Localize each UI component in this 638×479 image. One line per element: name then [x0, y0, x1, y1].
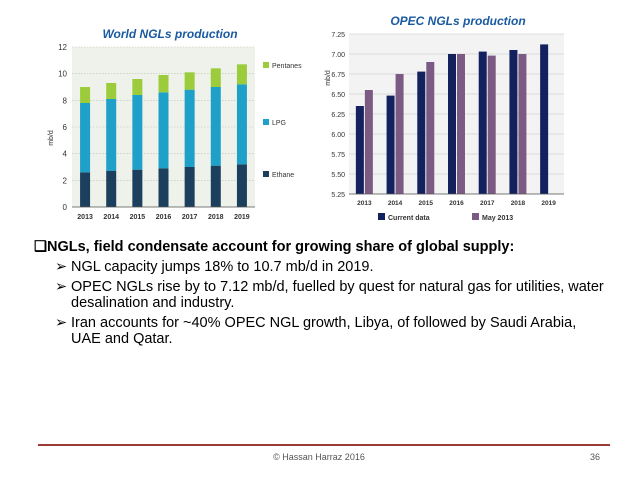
- y-tick-label: 5.75: [331, 152, 345, 159]
- y-tick-label: 2: [63, 176, 68, 185]
- bar-ethane-2016: [158, 168, 169, 207]
- x-tick-label: 2017: [480, 200, 495, 207]
- x-tick-label: 2016: [156, 214, 172, 221]
- footer-divider: [38, 444, 610, 446]
- y-tick-label: 7.00: [331, 52, 345, 59]
- world-chart-title: World NGLs production: [102, 27, 237, 41]
- legend-swatch-lpg: [263, 119, 269, 125]
- x-tick-label: 2018: [511, 200, 526, 207]
- bar-may2013-2017: [487, 55, 496, 194]
- bar-may2013-2014: [395, 74, 404, 194]
- bar-current-2013: [355, 106, 364, 194]
- main-bullet-text: NGLs, field condensate account for growi…: [47, 239, 515, 255]
- y-tick-label: 10: [58, 70, 67, 79]
- page-number: 36: [590, 452, 601, 462]
- legend-swatch-current: [378, 213, 385, 220]
- x-tick-label: 2015: [130, 214, 146, 221]
- y-tick-label: 6.75: [331, 72, 345, 79]
- bar-pentanes-2019: [236, 64, 247, 85]
- x-tick-label: 2019: [234, 214, 250, 221]
- bar-ethane-2019: [236, 164, 247, 207]
- world-chart-ylabel: mb/d: [48, 130, 55, 146]
- x-tick-label: 2018: [208, 214, 224, 221]
- y-tick-label: 6.00: [331, 132, 345, 139]
- bar-current-2015: [417, 71, 426, 194]
- bar-pentanes-2013: [80, 87, 91, 103]
- bar-pentanes-2018: [210, 68, 221, 87]
- bar-may2013-2018: [518, 54, 527, 194]
- bar-pentanes-2017: [184, 72, 195, 90]
- x-tick-label: 2014: [103, 214, 119, 221]
- bar-ethane-2018: [210, 165, 221, 207]
- y-tick-label: 5.25: [331, 192, 345, 199]
- bar-ethane-2015: [132, 169, 143, 207]
- legend-swatch-may2013: [472, 213, 479, 220]
- bar-ethane-2014: [106, 171, 117, 207]
- bar-current-2014: [386, 95, 395, 194]
- bar-current-2017: [478, 51, 487, 194]
- bar-may2013-2015: [426, 62, 435, 194]
- y-tick-label: 7.25: [331, 32, 345, 39]
- legend-swatch-pentanes: [263, 62, 269, 68]
- legend-label-lpg: LPG: [272, 120, 286, 127]
- bar-lpg-2014: [106, 99, 117, 171]
- bar-may2013-2013: [364, 90, 373, 194]
- y-tick-label: 4: [63, 150, 68, 159]
- bar-lpg-2019: [236, 84, 247, 165]
- bar-lpg-2017: [184, 89, 195, 167]
- bar-lpg-2015: [132, 95, 143, 170]
- bar-pentanes-2016: [158, 75, 169, 93]
- arrow-bullet-icon: ➢: [55, 279, 68, 295]
- x-tick-label: 2013: [357, 200, 372, 207]
- bar-pentanes-2014: [106, 83, 117, 99]
- bullet-list: ❑NGLs, field condensate account for grow…: [34, 239, 604, 351]
- x-tick-label: 2016: [449, 200, 464, 207]
- bar-lpg-2016: [158, 92, 169, 169]
- sub-bullet-text: OPEC NGLs rise by to 7.12 mb/d, fuelled …: [71, 279, 604, 311]
- y-tick-label: 0: [63, 203, 68, 212]
- bar-current-2019: [540, 44, 549, 195]
- x-tick-label: 2014: [388, 200, 403, 207]
- opec-chart-ylabel: mb/d: [325, 70, 332, 86]
- legend-label-pentanes: Pentanes: [272, 63, 302, 70]
- x-tick-label: 2015: [419, 200, 434, 207]
- legend-label-may2013: May 2013: [482, 215, 513, 222]
- arrow-bullet-icon: ➢: [55, 259, 68, 275]
- x-tick-label: 2017: [182, 214, 198, 221]
- bar-current-2016: [448, 54, 456, 194]
- x-tick-label: 2013: [77, 214, 93, 221]
- opec-ngl-chart: OPEC NGLs production mb/d 5.25 5.50 5.75 6.…: [325, 14, 564, 222]
- sub-bullet: ➢ Iran accounts for ~40% OPEC NGL growth,…: [55, 315, 604, 347]
- y-tick-label: 5.50: [331, 172, 345, 179]
- y-tick-label: 6: [63, 123, 68, 132]
- bar-current-2018: [509, 50, 518, 194]
- y-tick-label: 12: [58, 43, 67, 52]
- arrow-bullet-icon: ➢: [55, 315, 68, 331]
- y-tick-label: 6.25: [331, 112, 345, 119]
- footer-credit: © Hassan Harraz 2016: [273, 452, 365, 462]
- y-tick-label: 6.50: [331, 92, 345, 99]
- bar-lpg-2013: [80, 103, 91, 173]
- legend-label-ethane: Ethane: [272, 172, 294, 179]
- world-ngl-chart: World NGLs production mb/d 0 2 4 6 8 10 12 2013…: [48, 27, 302, 221]
- checkbox-bullet-icon: ❑: [34, 239, 47, 255]
- sub-bullet: ➢ NGL capacity jumps 18% to 10.7 mb/d in …: [55, 259, 604, 275]
- x-tick-label: 2019: [541, 200, 556, 207]
- sub-bullet-text: Iran accounts for ~40% OPEC NGL growth, …: [71, 315, 577, 347]
- sub-bullet: ➢ OPEC NGLs rise by to 7.12 mb/d, fuelled…: [55, 279, 604, 311]
- opec-chart-title: OPEC NGLs production: [390, 14, 525, 28]
- bar-ethane-2013: [80, 172, 91, 207]
- bar-pentanes-2015: [132, 79, 143, 95]
- legend-swatch-ethane: [263, 171, 269, 177]
- bar-ethane-2017: [184, 167, 195, 207]
- main-bullet: ❑NGLs, field condensate account for grow…: [34, 239, 604, 255]
- y-tick-label: 8: [63, 96, 68, 105]
- bar-may2013-2016: [457, 54, 465, 194]
- sub-bullet-text: NGL capacity jumps 18% to 10.7 mb/d in 2…: [71, 259, 374, 275]
- legend-label-current: Current data: [388, 215, 430, 222]
- bar-lpg-2018: [210, 87, 221, 166]
